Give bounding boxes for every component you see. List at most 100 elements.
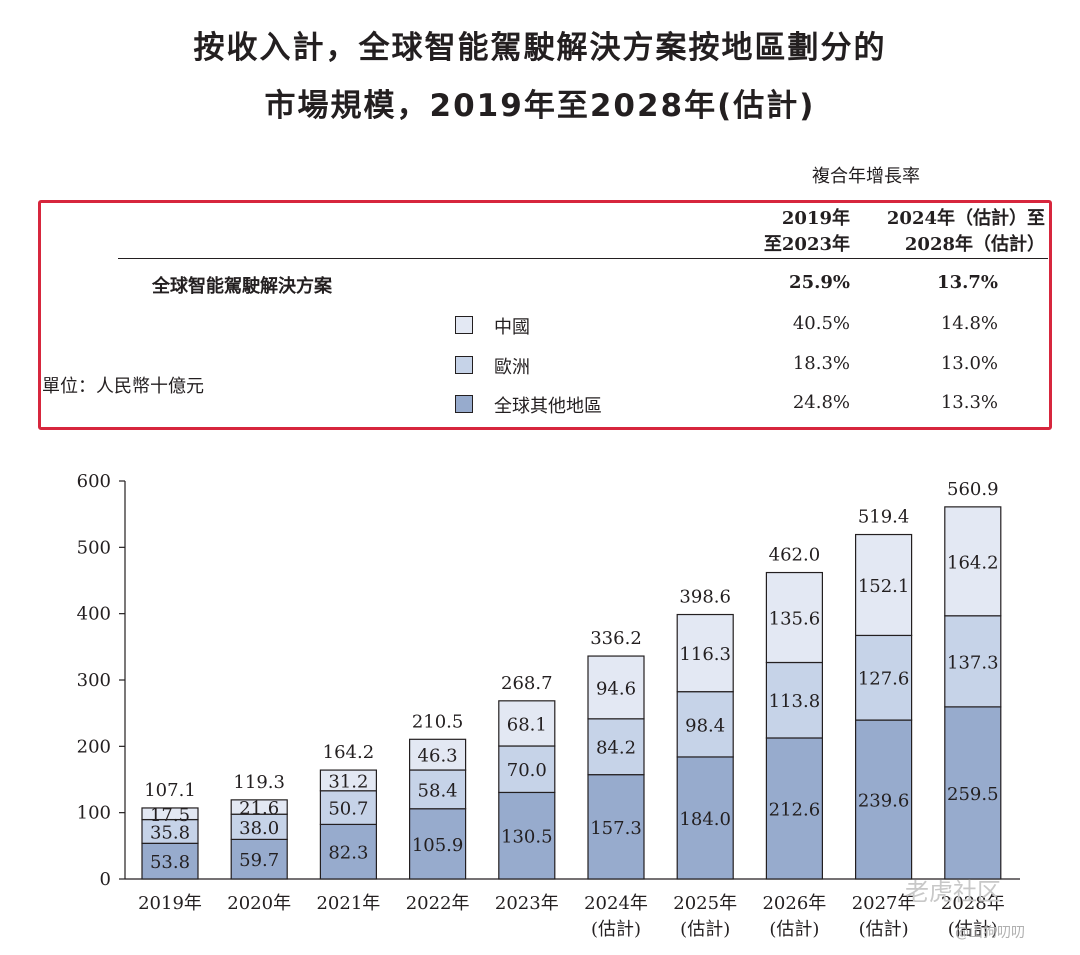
bar-total-label: 560.9 — [947, 479, 999, 500]
cagr-china-2019-2023: 40.5% — [792, 313, 850, 334]
x-category-label: (估計) — [859, 919, 909, 940]
bar-segment-label: 46.3 — [418, 746, 458, 767]
bar-segment-label: 31.2 — [328, 771, 368, 792]
x-category-label: (估計) — [680, 919, 730, 940]
legend-swatch-china — [455, 316, 473, 334]
bar-segment — [765, 571, 824, 664]
bar-total-label: 107.1 — [144, 780, 196, 801]
legend-label-china: 中國 — [494, 317, 530, 338]
bar-segment — [409, 769, 467, 810]
bar-segment — [944, 506, 1002, 617]
legend-label-rest-of-world: 全球其他地區 — [494, 396, 602, 417]
bar-segment-label: 184.0 — [679, 809, 731, 830]
x-category-label: (估計) — [591, 919, 641, 940]
bar-segment-label: 259.5 — [947, 784, 999, 805]
bar-segment-label: 164.2 — [947, 552, 999, 573]
cagr-highlight-box — [38, 200, 1052, 430]
bar-segment-label: 59.7 — [239, 850, 279, 871]
bar-segment — [587, 718, 645, 776]
bar-segment — [676, 691, 734, 758]
bar-segment-label: 239.6 — [858, 791, 910, 812]
bar-total-label: 398.6 — [679, 587, 731, 608]
bar-segment-label: 17.5 — [150, 805, 190, 826]
bar-segment-label: 21.6 — [239, 798, 279, 819]
x-category-label: 2023年 — [495, 893, 559, 914]
bar-segment — [854, 533, 913, 637]
bar-segment — [676, 613, 734, 693]
x-category-label: 2027年 — [852, 893, 916, 914]
bar-segment — [230, 799, 288, 815]
y-tick-label: 600 — [77, 471, 111, 492]
y-tick-label: 200 — [77, 736, 111, 757]
bar-segment — [319, 823, 377, 880]
cagr-row-2019-2023: 24.8% — [792, 392, 850, 413]
bar-segment — [854, 634, 913, 721]
bar-segment-label: 35.8 — [150, 822, 190, 843]
legend-swatch-europe — [455, 356, 473, 374]
bar-segment-label: 157.3 — [590, 818, 642, 839]
watermark-sub: @山狗叨叨 — [955, 925, 1025, 941]
x-category-label: 2022年 — [406, 893, 470, 914]
x-category-label: 2024年 — [584, 893, 648, 914]
bar-segment-label: 94.6 — [596, 678, 636, 699]
cagr-row-2024-2028: 13.3% — [940, 392, 998, 413]
y-tick-label: 100 — [77, 803, 111, 824]
bar-segment — [765, 661, 824, 739]
bar-segment-label: 53.8 — [150, 852, 190, 873]
bar-segment — [498, 700, 556, 747]
table-header-rule — [118, 258, 1048, 259]
cagr-europe-2019-2023: 18.3% — [792, 353, 850, 374]
bar-total-label: 119.3 — [233, 772, 285, 793]
bar-segment-label: 212.6 — [769, 799, 821, 820]
cagr-column-2024-2028: 2024年（估計）至 2028年（估計） — [886, 208, 1045, 255]
bar-segment-label: 84.2 — [596, 738, 636, 759]
bar-segment — [765, 737, 824, 880]
bar-segment-label: 116.3 — [679, 644, 731, 665]
bar-total-label: 268.7 — [501, 673, 553, 694]
x-category-label: 2020年 — [227, 893, 291, 914]
bar-segment — [498, 791, 556, 880]
bar-total-label: 519.4 — [858, 506, 910, 527]
cagr-global-2024-2028: 13.7% — [937, 272, 998, 293]
legend-swatch-rest-of-world — [455, 395, 473, 413]
cagr-global-2019-2023: 25.9% — [789, 272, 850, 293]
bar-segment — [587, 655, 645, 720]
bar-segment — [409, 738, 467, 771]
bar-segment — [141, 807, 199, 821]
bar-segment-label: 58.4 — [418, 780, 458, 801]
bar-segment-label: 68.1 — [507, 714, 547, 735]
bar-segment-label: 98.4 — [685, 715, 725, 736]
y-tick-label: 0 — [100, 869, 111, 890]
bar-segment-label: 38.0 — [239, 818, 279, 839]
bar-segment-label: 105.9 — [412, 835, 464, 856]
bar-segment — [944, 706, 1002, 880]
bar-segment-label: 70.0 — [507, 760, 547, 781]
chart-title-line1: 按收入計，全球智能駕駛解決方案按地區劃分的 — [193, 30, 887, 66]
bar-segment-label: 135.6 — [769, 609, 821, 630]
bar-total-label: 210.5 — [412, 711, 464, 732]
x-category-label: 2028年 — [941, 893, 1005, 914]
bar-segment — [141, 842, 199, 880]
y-tick-label: 500 — [77, 537, 111, 558]
chart-title-line2: 市場規模，2019年至2028年(估計) — [264, 88, 816, 124]
cagr-china-2024-2028: 14.8% — [940, 313, 998, 334]
bar-segment — [319, 790, 377, 826]
bar-segment-label: 82.3 — [328, 843, 368, 864]
row-label-global: 全球智能駕駛解決方案 — [152, 276, 332, 297]
x-category-label: 2025年 — [673, 893, 737, 914]
cagr-header: 複合年增長率 — [812, 166, 920, 187]
x-category-label: (估計) — [769, 919, 819, 940]
y-tick-label: 400 — [77, 604, 111, 625]
bar-segment-label: 152.1 — [858, 576, 910, 597]
bar-total-label: 164.2 — [323, 742, 375, 763]
bar-segment-label: 137.3 — [947, 652, 999, 673]
x-category-label: 2019年 — [138, 893, 202, 914]
bar-segment-label: 130.5 — [501, 827, 553, 848]
x-category-label: (估計) — [948, 919, 998, 940]
watermark: 老虎社区 — [905, 878, 1001, 906]
bar-total-label: 462.0 — [769, 545, 821, 566]
x-category-label: 2021年 — [316, 893, 380, 914]
y-tick-label: 300 — [77, 670, 111, 691]
bar-total-label: 336.2 — [590, 628, 642, 649]
x-category-label: 2026年 — [762, 893, 826, 914]
